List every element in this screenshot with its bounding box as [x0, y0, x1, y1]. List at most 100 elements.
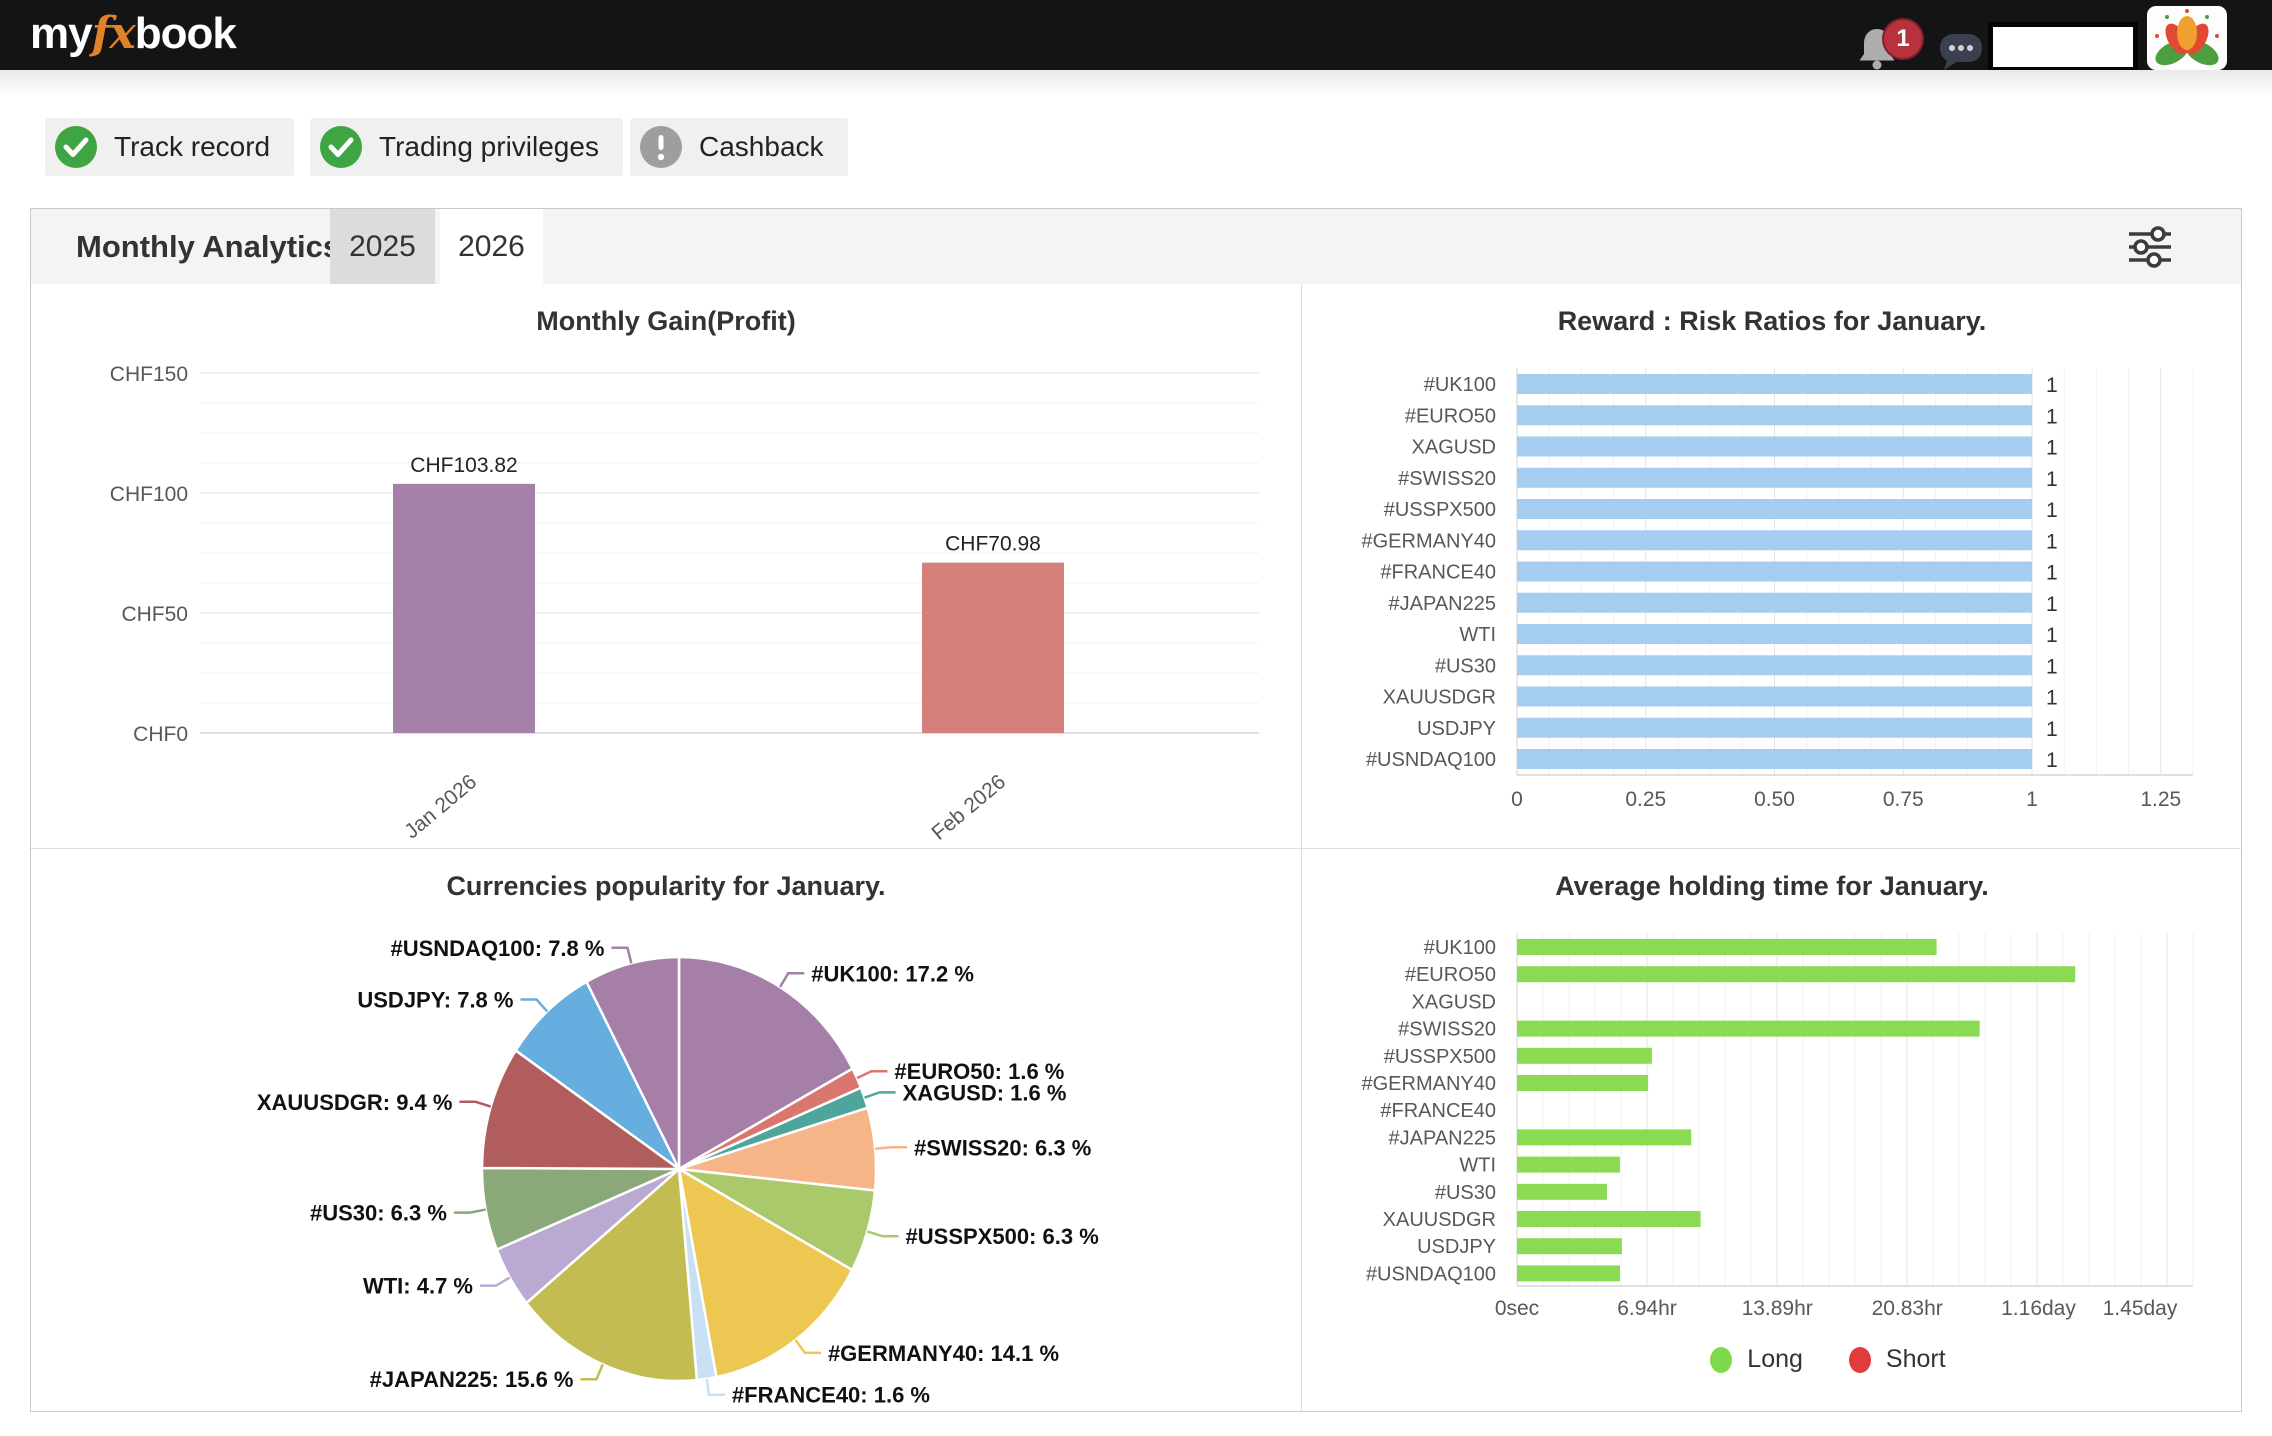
tab-2026[interactable]: 2026 — [440, 209, 543, 284]
pie-slice-#usndaq100[interactable] — [585, 955, 681, 1171]
hbar-wti[interactable] — [1517, 1156, 1621, 1173]
x-tick-label: 0sec — [1495, 1297, 1539, 1320]
pie-slice-label: #USSPX500: 6.3 % — [906, 1224, 1099, 1249]
category-label: XAGUSD — [1412, 437, 1496, 459]
hbar-xagusd[interactable] — [1517, 436, 2032, 457]
legend-label: Long — [1747, 1345, 1803, 1373]
hbar-#swiss20[interactable] — [1517, 467, 2032, 488]
category-label: #US30 — [1435, 655, 1496, 677]
hbar-#us30[interactable] — [1517, 655, 2032, 676]
category-label: #USSPX500 — [1384, 499, 1496, 521]
badge-cashback[interactable]: Cashback — [630, 118, 848, 176]
category-label: USDJPY — [1417, 1236, 1496, 1258]
hbar-#germany40[interactable] — [1517, 530, 2032, 551]
chart-title: Reward : Risk Ratios for January. — [1557, 306, 1987, 336]
pie-leader-line — [459, 1100, 492, 1108]
pie-slice-label: #EURO50: 1.6 % — [894, 1059, 1064, 1084]
pie-slice-#japan225[interactable] — [525, 1167, 699, 1383]
pie-leader-line — [611, 946, 633, 964]
pie-slice-usdjpy[interactable] — [514, 980, 681, 1171]
hbar-#usspx500[interactable] — [1517, 499, 2032, 519]
pie-slice-#uk100[interactable] — [677, 955, 854, 1171]
hbar-xauusdgr[interactable] — [1517, 1211, 1701, 1227]
hbar-#euro50[interactable] — [1517, 405, 2032, 426]
hbar-usdjpy[interactable] — [1517, 717, 2032, 738]
category-label: #USNDAQ100 — [1366, 749, 1496, 771]
hbar-#usndaq100[interactable] — [1517, 749, 2032, 769]
category-label: XAGUSD — [1412, 991, 1496, 1013]
bar-value-label: 1 — [2046, 624, 2058, 647]
category-label: XAUUSDGR — [1383, 687, 1496, 709]
hbar-#euro50[interactable] — [1517, 966, 2076, 983]
x-tick-label: 6.94hr — [1617, 1297, 1677, 1320]
category-label: #UK100 — [1424, 937, 1496, 959]
legend-item-short[interactable]: Short — [1848, 1345, 1946, 1374]
x-tick-label: 0.75 — [1883, 788, 1924, 811]
monthly-gain-chart: Monthly Gain(Profit) CHF150 CHF100 CHF50 CH… — [31, 284, 1302, 849]
tab-2025[interactable]: 2025 — [330, 209, 435, 284]
long-legend-dot — [1710, 1346, 1733, 1373]
legend-item-long[interactable]: Long — [1710, 1345, 1803, 1374]
pie-slice-label: USDJPY: 7.8 % — [357, 988, 513, 1013]
hbar-#uk100[interactable] — [1517, 374, 2032, 394]
hbar-#us30[interactable] — [1517, 1183, 1607, 1200]
category-label: #FRANCE40 — [1380, 1100, 1496, 1122]
category-label: USDJPY — [1417, 718, 1496, 740]
verification-badges-strip: Track record Trading privileges Cashback — [0, 70, 2272, 208]
bar-value-label: 1 — [2046, 405, 2058, 428]
badge-track-record[interactable]: Track record — [45, 118, 295, 176]
pie-leader-line — [794, 1339, 821, 1355]
hbar-xauusdgr[interactable] — [1517, 686, 2032, 707]
pie-leader-line — [453, 1208, 486, 1214]
bar-value-label: 1 — [2046, 655, 2058, 678]
category-label: #EURO50 — [1405, 405, 1496, 427]
myfxbook-logo[interactable]: myfxbook — [30, 8, 237, 59]
notification-count-badge[interactable]: 1 — [1882, 18, 1924, 60]
card-header: Monthly Analytics 2025 2026 — [31, 209, 2241, 284]
hbar-#uk100[interactable] — [1517, 939, 1937, 955]
short-legend-dot — [1848, 1346, 1871, 1373]
holding-time-plot: #UK100 #EURO50 XAGUSD #SWISS20 #USSPX500 #GER… — [1362, 933, 2194, 1320]
hbar-#germany40[interactable] — [1517, 1075, 1649, 1091]
category-label: WTI — [1459, 624, 1496, 646]
x-tick-label: 1.16day — [2001, 1297, 2076, 1320]
pie-leader-line — [874, 1146, 908, 1151]
hbar-#japan225[interactable] — [1517, 592, 2032, 613]
hbar-#japan225[interactable] — [1517, 1129, 1692, 1146]
top-navbar: myfxbook 1 — [0, 0, 2272, 72]
bar-value-label: 1 — [2046, 468, 2058, 491]
bar-value-label: 1 — [2046, 562, 2058, 585]
currencies-pie-plot: #UK100: 17.2 % #EURO50: 1.6 %XAGUSD: 1.6 … — [257, 936, 1099, 1408]
notification-count: 1 — [1896, 25, 1910, 52]
hbar-usdjpy[interactable] — [1517, 1238, 1622, 1255]
gain-bar-jan-2026[interactable] — [393, 483, 535, 733]
pie-leader-line — [864, 1091, 896, 1099]
chat-icon[interactable] — [1938, 32, 1984, 77]
y-tick-label: CHF100 — [110, 483, 188, 506]
y-tick-label: CHF150 — [110, 363, 188, 386]
y-tick-label: CHF0 — [133, 723, 188, 746]
bar-value-label: 1 — [2046, 437, 2058, 460]
gain-bar-feb-2026[interactable] — [922, 562, 1064, 733]
x-tick-label: 20.83hr — [1872, 1297, 1943, 1320]
check-icon — [55, 126, 97, 168]
hbar-#usndaq100[interactable] — [1517, 1265, 1621, 1282]
pie-slice-label: #USNDAQ100: 7.8 % — [390, 936, 604, 961]
category-label: #SWISS20 — [1398, 1019, 1496, 1041]
bar-value-label: CHF103.82 — [410, 454, 517, 477]
hbar-#usspx500[interactable] — [1517, 1047, 1652, 1064]
badge-trading-privileges[interactable]: Trading privileges — [310, 118, 623, 176]
sliders-icon — [2129, 226, 2171, 268]
pie-leader-line — [778, 972, 805, 988]
hbar-#swiss20[interactable] — [1517, 1020, 1980, 1037]
chart-settings-button[interactable] — [2127, 224, 2173, 270]
pie-slice-xauusdgr[interactable] — [480, 1049, 681, 1171]
hbar-wti[interactable] — [1517, 624, 2032, 644]
category-label: #FRANCE40 — [1380, 562, 1496, 584]
pie-leader-line — [580, 1363, 604, 1381]
logo-book: book — [134, 9, 237, 58]
y-tick-label: CHF50 — [121, 603, 188, 626]
hbar-#france40[interactable] — [1517, 561, 2032, 582]
user-avatar[interactable] — [2147, 6, 2227, 70]
